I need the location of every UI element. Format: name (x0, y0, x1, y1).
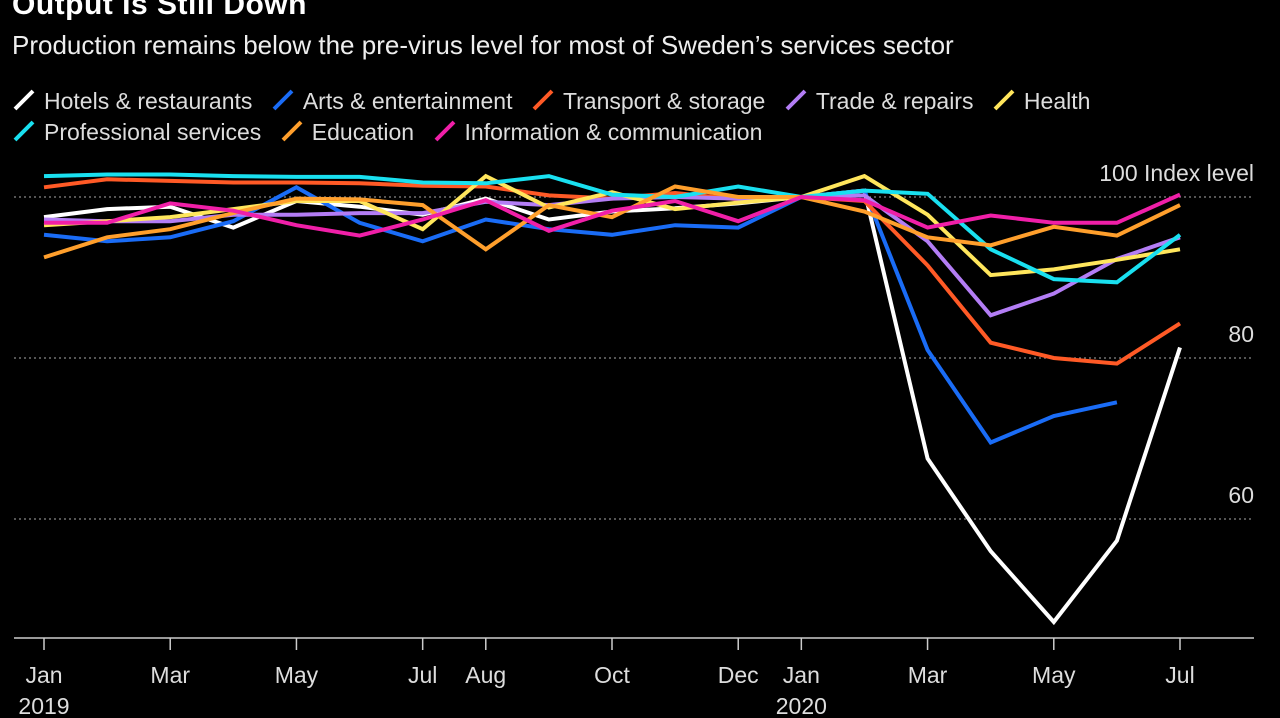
legend-swatch-icon (784, 88, 808, 112)
x-tick-label-2020-05: May (1032, 662, 1076, 688)
x-tick-label-2019-03: Mar (150, 662, 190, 688)
x-year-label-2019: 2019 (18, 693, 69, 718)
series-line-hotels-restaurants (43, 188, 1182, 626)
x-tick-label-2019-12: Dec (718, 662, 759, 688)
legend-item-education: Education (280, 119, 414, 146)
legend-swatch-icon (992, 88, 1016, 112)
series-line-information-communication (44, 192, 1181, 238)
legend: Hotels & restaurants Arts & entertainmen… (12, 88, 1272, 150)
legend-row-2: Professional services Education Informat… (12, 119, 1272, 150)
legend-swatch-icon (271, 88, 295, 112)
legend-swatch-icon (12, 88, 36, 112)
legend-item-transport: Transport & storage (531, 88, 765, 115)
legend-item-health: Health (992, 88, 1090, 115)
x-tick-label-2020-07: Jul (1165, 662, 1194, 688)
x-tick-label-2019-07: Jul (408, 662, 437, 688)
series-line-professional-services (43, 172, 1182, 285)
chart-title: Output Is Still Down (12, 0, 307, 21)
y-tick-label-60: 60 (1228, 482, 1254, 508)
legend-swatch-icon (280, 119, 304, 143)
y-tick-label-100: 100 Index level (1099, 160, 1254, 186)
legend-swatch-icon (531, 88, 555, 112)
y-tick-label-80: 80 (1228, 321, 1254, 347)
legend-item-professional: Professional services (12, 119, 261, 146)
legend-item-arts: Arts & entertainment (271, 88, 512, 115)
x-tick-label-2019-08: Aug (465, 662, 506, 688)
legend-item-hotels: Hotels & restaurants (12, 88, 252, 115)
chart-subtitle: Production remains below the pre-virus l… (12, 30, 954, 60)
legend-item-information: Information & communication (433, 119, 762, 146)
x-tick-label-2019-10: Oct (594, 662, 630, 688)
legend-item-trade: Trade & repairs (784, 88, 973, 115)
legend-swatch-icon (433, 119, 457, 143)
x-tick-label-2020-01: Jan (783, 662, 820, 688)
legend-swatch-icon (12, 119, 36, 143)
x-tick-label-2019-01: Jan (25, 662, 62, 688)
series-line-arts-entertainment (43, 185, 1118, 445)
x-tick-label-2019-05: May (275, 662, 319, 688)
x-tick-label-2020-03: Mar (908, 662, 948, 688)
legend-row-1: Hotels & restaurants Arts & entertainmen… (12, 88, 1272, 119)
x-year-label-2020: 2020 (776, 693, 827, 718)
series-line-education (43, 184, 1181, 260)
